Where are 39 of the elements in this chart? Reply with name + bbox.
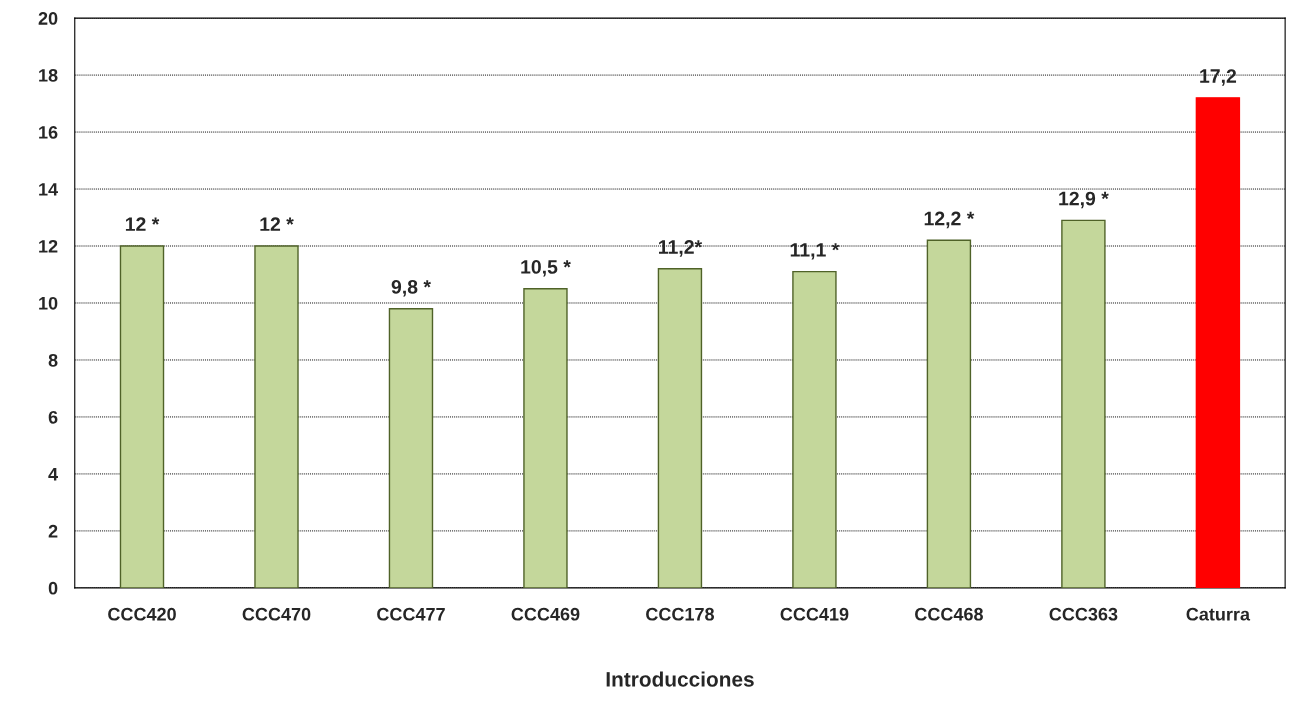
y-tick-label: 12 bbox=[39, 239, 58, 253]
bar bbox=[523, 288, 568, 588]
x-tick-label: CCC468 bbox=[915, 607, 983, 621]
y-tick-label: 2 bbox=[48, 524, 58, 538]
data-label: 12,2 * bbox=[924, 211, 975, 229]
y-tick-label: 20 bbox=[38, 12, 58, 25]
bar bbox=[1195, 97, 1241, 588]
data-label: 12,9 * bbox=[1059, 191, 1109, 209]
x-tick-label: CCC419 bbox=[780, 607, 849, 621]
bar bbox=[792, 270, 837, 588]
data-label: 11,1 * bbox=[790, 243, 840, 260]
x-axis-title: Introducciones bbox=[606, 671, 754, 687]
y-tick-label: 0 bbox=[48, 581, 58, 595]
x-tick-label: CCC420 bbox=[108, 607, 176, 621]
x-tick-label: Caturra bbox=[1186, 607, 1251, 621]
y-tick-label: 4 bbox=[48, 468, 58, 481]
y-tick-label: 10 bbox=[39, 296, 58, 310]
data-label: 12 * bbox=[125, 217, 160, 231]
y-tick-label: 14 bbox=[39, 183, 58, 196]
bar bbox=[657, 268, 703, 588]
x-tick-label: CCC363 bbox=[1049, 607, 1118, 621]
bar bbox=[119, 245, 165, 588]
data-label: 17,2 bbox=[1200, 69, 1237, 86]
data-label: 11,2* bbox=[659, 240, 703, 257]
y-tick-label: 16 bbox=[39, 125, 58, 139]
bar bbox=[926, 239, 972, 588]
y-tick-label: 18 bbox=[39, 69, 58, 82]
y-tick-label: 6 bbox=[48, 410, 58, 424]
x-tick-label: CCC477 bbox=[377, 607, 445, 621]
x-tick-label: CCC469 bbox=[511, 607, 580, 621]
y-tick-label: 8 bbox=[48, 353, 58, 367]
bar bbox=[254, 245, 299, 588]
data-label: 10,5 * bbox=[521, 260, 571, 277]
x-tick-label: CCC470 bbox=[242, 607, 311, 621]
bar bbox=[1061, 219, 1106, 588]
x-tick-label: CCC178 bbox=[646, 607, 715, 621]
data-label: 12 * bbox=[260, 217, 294, 231]
data-label: 9,8 * bbox=[391, 279, 431, 297]
bar bbox=[388, 307, 434, 588]
